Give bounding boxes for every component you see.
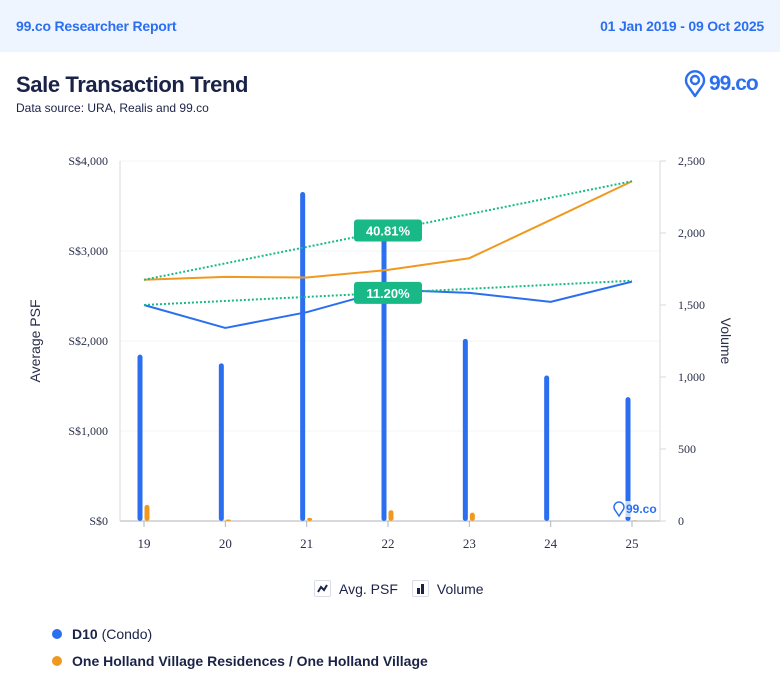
- y-left-tick-label: S$2,000: [68, 334, 108, 348]
- bar-chart-icon: [412, 580, 429, 597]
- y-left-axis-title: Average PSF: [27, 299, 43, 382]
- brand-logo: 99.co: [684, 68, 768, 100]
- chart-watermark: 99.co: [612, 501, 657, 517]
- x-tick-label: 24: [544, 536, 558, 551]
- chart-type-legend: Avg. PSF Volume: [314, 580, 490, 597]
- logo-text: 99.co: [709, 72, 758, 96]
- x-tick-label: 22: [382, 536, 395, 551]
- y-left-tick-label: S$0: [89, 514, 108, 528]
- x-tick-label: 23: [463, 536, 476, 551]
- volume-bar: [145, 505, 150, 521]
- series-suffix: (Condo): [98, 626, 152, 642]
- page-title: Sale Transaction Trend: [16, 72, 248, 98]
- series-legend-item-one-holland[interactable]: One Holland Village Residences / One Hol…: [52, 647, 428, 674]
- y-right-tick-label: 1,500: [678, 298, 705, 312]
- grid-lines: [120, 161, 660, 521]
- x-tick-label: 25: [626, 536, 639, 551]
- series-legend: D10 (Condo) One Holland Village Residenc…: [52, 620, 428, 674]
- trend-labels: 40.81% 11.20%: [354, 220, 422, 304]
- x-tick-label: 21: [300, 536, 313, 551]
- legend-volume-label: Volume: [437, 581, 484, 597]
- y-right-tick-label: 2,500: [678, 154, 705, 168]
- data-source: Data source: URA, Realis and 99.co: [16, 101, 209, 115]
- trend-label: 11.20%: [366, 286, 410, 301]
- legend-avg-psf-label: Avg. PSF: [339, 581, 398, 597]
- series-dot-orange: [52, 656, 62, 666]
- location-pin-icon: [684, 70, 706, 98]
- series-name: D10: [72, 626, 98, 642]
- series-legend-item-d10[interactable]: D10 (Condo): [52, 620, 428, 647]
- y-left-tick-label: S$4,000: [68, 154, 108, 168]
- volume-bar: [307, 518, 312, 521]
- line-chart-icon: [314, 580, 331, 597]
- volume-bar: [219, 363, 224, 521]
- volume-bar: [463, 339, 468, 521]
- date-range: 01 Jan 2019 - 09 Oct 2025: [600, 18, 764, 34]
- report-header: 99.co Researcher Report 01 Jan 2019 - 09…: [0, 0, 780, 52]
- psf-lines: [144, 181, 632, 328]
- series-dot-blue: [52, 629, 62, 639]
- x-tick-label: 20: [219, 536, 232, 551]
- series-name: One Holland Village Residences / One Hol…: [72, 653, 428, 669]
- watermark-text: 99.co: [626, 502, 657, 516]
- y-right-tick-label: 500: [678, 442, 696, 456]
- volume-bar: [389, 510, 394, 521]
- trend-label: 40.81%: [366, 224, 411, 239]
- y-left-tick-label: S$1,000: [68, 424, 108, 438]
- volume-bar: [226, 520, 231, 521]
- legend-toggle-avg-psf[interactable]: Avg. PSF: [314, 580, 398, 597]
- legend-toggle-volume[interactable]: Volume: [412, 580, 484, 597]
- report-label: 99.co Researcher Report: [16, 18, 176, 34]
- y-right-tick-label: 0: [678, 514, 684, 528]
- volume-bar: [300, 192, 305, 521]
- sale-transaction-chart: S$0 S$1,000 S$2,000 S$3,000 S$4,000 0 500 1,000…: [0, 140, 780, 560]
- y-right-tick-label: 2,000: [678, 226, 705, 240]
- volume-bar: [382, 234, 387, 521]
- y-right-axis-title: Volume: [718, 318, 734, 365]
- x-tick-label: 19: [138, 536, 151, 551]
- y-left-tick-label: S$3,000: [68, 244, 108, 258]
- volume-bar: [544, 376, 549, 521]
- volume-bar: [138, 355, 143, 521]
- y-right-tick-label: 1,000: [678, 370, 705, 384]
- volume-bar: [470, 513, 475, 521]
